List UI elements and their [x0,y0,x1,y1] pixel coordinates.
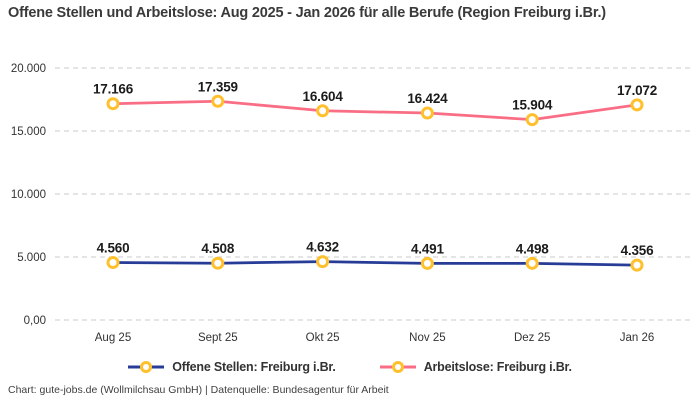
legend-swatch-arbeitslose [379,361,416,373]
data-point-marker[interactable] [420,256,434,270]
data-point-label: 17.359 [198,79,238,94]
series-line [111,260,639,267]
legend-label-arbeitslose: Arbeitslose: Freiburg i.Br. [423,360,572,374]
data-point-marker[interactable] [316,255,330,269]
data-point-label: 16.604 [303,89,344,104]
data-point-marker[interactable] [420,106,434,120]
y-axis-tick-label: 15.000 [11,126,46,138]
data-point-marker[interactable] [630,258,644,272]
data-point-label: 4.632 [306,240,339,255]
data-point-label: 17.072 [617,83,657,98]
chart-source-note: Chart: gute-jobs.de (Wollmilchsau GmbH) … [8,384,389,396]
legend-swatch-offene-stellen [128,361,165,373]
x-axis-tick-label: Dez 25 [514,332,550,344]
data-point-marker[interactable] [106,97,120,111]
data-point-label: 16.424 [407,91,448,106]
legend-label-offene-stellen: Offene Stellen: Freiburg i.Br. [172,360,336,374]
line-chart: 0,00 5.000 10.000 15.000 20.000 Aug 25 Sept 25… [11,63,692,344]
data-point-label: 4.491 [411,241,444,256]
data-point-label: 4.498 [516,241,549,256]
series-line [111,99,639,121]
x-axis-tick-label: Nov 25 [409,332,445,344]
x-axis-tick-label: Aug 25 [95,332,131,344]
chart-legend: Offene Stellen: Freiburg i.Br. Arbeitslo… [0,360,700,374]
data-point-marker[interactable] [525,113,539,127]
x-axis-tick-label: Jan 26 [620,332,655,344]
y-axis-tick-label: 5.000 [17,252,46,264]
y-axis-tick-label: 10.000 [11,189,46,201]
data-point-label: 17.166 [93,82,134,97]
y-axis-tick-label: 20.000 [11,63,46,75]
legend-item-arbeitslose[interactable]: Arbeitslose: Freiburg i.Br. [379,360,572,374]
x-axis-tick-label: Okt 25 [306,332,340,344]
x-axis-tick-label: Sept 25 [198,332,238,344]
data-point-label: 4.508 [201,241,234,256]
data-point-marker[interactable] [525,256,539,270]
data-point-marker[interactable] [106,256,120,270]
data-point-marker[interactable] [316,104,330,118]
data-point-marker[interactable] [630,98,644,112]
data-point-marker[interactable] [211,256,225,270]
y-axis-tick-label: 0,00 [24,315,46,327]
legend-marker-icon [391,361,404,373]
data-point-label: 4.560 [97,241,130,256]
data-point-marker[interactable] [211,94,225,108]
legend-marker-icon [140,361,153,373]
data-point-label: 4.356 [621,243,654,258]
chart-title: Offene Stellen und Arbeitslose: Aug 2025… [8,5,606,21]
data-point-label: 15.904 [512,98,553,113]
legend-item-offene-stellen[interactable]: Offene Stellen: Freiburg i.Br. [128,360,336,374]
